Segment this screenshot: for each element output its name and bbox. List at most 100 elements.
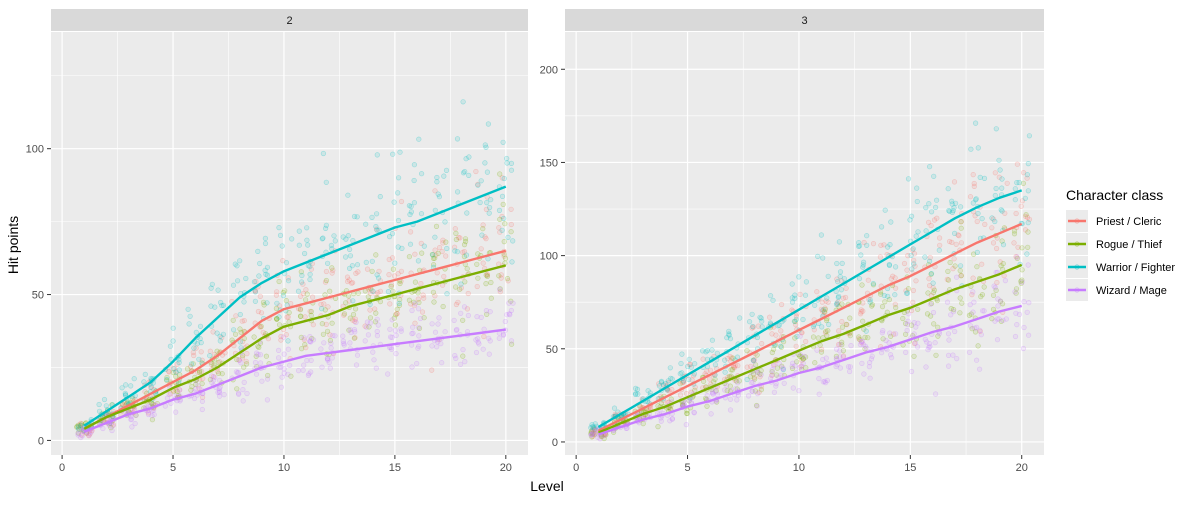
data-point bbox=[408, 209, 415, 215]
data-point bbox=[665, 378, 671, 384]
data-point bbox=[704, 403, 710, 409]
data-point bbox=[253, 371, 260, 377]
data-point bbox=[310, 294, 316, 300]
data-point bbox=[367, 315, 374, 321]
data-point bbox=[749, 311, 755, 317]
data-point bbox=[870, 241, 877, 247]
data-point bbox=[442, 219, 448, 225]
data-point bbox=[254, 350, 260, 356]
data-point bbox=[385, 371, 391, 377]
data-point bbox=[278, 337, 284, 343]
data-point bbox=[298, 334, 304, 341]
data-point bbox=[822, 378, 828, 384]
data-point bbox=[699, 348, 706, 354]
data-point bbox=[814, 289, 820, 295]
data-point bbox=[419, 171, 425, 177]
data-point bbox=[839, 319, 845, 325]
data-point bbox=[299, 346, 305, 352]
data-point bbox=[934, 297, 940, 304]
data-point bbox=[992, 192, 998, 199]
trend-line-rogue-thief bbox=[597, 263, 1023, 434]
data-point bbox=[879, 330, 885, 336]
data-point bbox=[502, 255, 509, 262]
data-point bbox=[913, 324, 919, 330]
data-point bbox=[329, 320, 335, 326]
data-point bbox=[923, 228, 929, 234]
data-point bbox=[910, 246, 916, 252]
data-point bbox=[408, 229, 414, 235]
data-point bbox=[792, 292, 798, 298]
data-point bbox=[395, 271, 401, 277]
data-point bbox=[166, 369, 172, 375]
data-point bbox=[392, 260, 398, 266]
data-point bbox=[296, 242, 302, 248]
data-point bbox=[241, 299, 247, 305]
data-point bbox=[904, 290, 911, 296]
data-point bbox=[892, 331, 899, 337]
data-point bbox=[669, 416, 676, 422]
data-point bbox=[925, 347, 931, 353]
data-point bbox=[496, 335, 502, 341]
data-point bbox=[343, 236, 349, 242]
data-point bbox=[207, 348, 213, 354]
data-point bbox=[825, 273, 831, 279]
data-point bbox=[215, 389, 221, 396]
data-point bbox=[909, 247, 915, 253]
data-point bbox=[390, 288, 396, 294]
data-point bbox=[407, 211, 413, 218]
data-point bbox=[903, 288, 909, 294]
data-point bbox=[373, 310, 379, 316]
data-point bbox=[173, 373, 179, 379]
data-point bbox=[353, 306, 359, 312]
data-point bbox=[321, 301, 327, 307]
data-point bbox=[300, 367, 306, 373]
data-point bbox=[373, 226, 380, 232]
data-point bbox=[838, 287, 845, 293]
data-point bbox=[769, 367, 775, 373]
data-point bbox=[800, 356, 806, 362]
data-point bbox=[308, 339, 314, 345]
data-point bbox=[826, 321, 832, 328]
data-point bbox=[950, 352, 956, 358]
data-point bbox=[992, 170, 998, 176]
data-point bbox=[278, 333, 284, 340]
data-point bbox=[504, 276, 511, 282]
data-point bbox=[186, 321, 192, 327]
data-point bbox=[927, 313, 934, 319]
data-point bbox=[289, 236, 295, 242]
data-point bbox=[936, 247, 942, 253]
data-point bbox=[590, 429, 596, 435]
data-point bbox=[216, 385, 222, 392]
data-point bbox=[252, 298, 258, 304]
data-point bbox=[790, 385, 796, 391]
data-point bbox=[840, 353, 847, 359]
data-point bbox=[946, 208, 952, 214]
data-point bbox=[391, 199, 397, 205]
data-point bbox=[862, 334, 868, 341]
data-point bbox=[667, 365, 673, 371]
data-point bbox=[355, 269, 361, 275]
data-point bbox=[215, 287, 221, 293]
data-point bbox=[744, 348, 750, 354]
data-point bbox=[948, 312, 954, 318]
data-point bbox=[773, 372, 780, 378]
data-point bbox=[86, 432, 92, 438]
data-point bbox=[414, 360, 420, 367]
data-point bbox=[240, 339, 246, 345]
data-point bbox=[724, 388, 730, 394]
data-point bbox=[475, 339, 481, 345]
data-point bbox=[928, 271, 935, 277]
data-point bbox=[793, 313, 800, 319]
data-point bbox=[860, 318, 866, 324]
data-point bbox=[432, 255, 438, 261]
data-point bbox=[728, 355, 735, 361]
data-point bbox=[277, 232, 284, 238]
data-point bbox=[712, 376, 718, 382]
data-point bbox=[258, 323, 264, 330]
data-point bbox=[951, 256, 957, 262]
data-point bbox=[453, 355, 459, 362]
data-point bbox=[284, 314, 290, 320]
data-point bbox=[432, 188, 438, 194]
data-point bbox=[507, 312, 513, 318]
data-point bbox=[483, 236, 489, 242]
